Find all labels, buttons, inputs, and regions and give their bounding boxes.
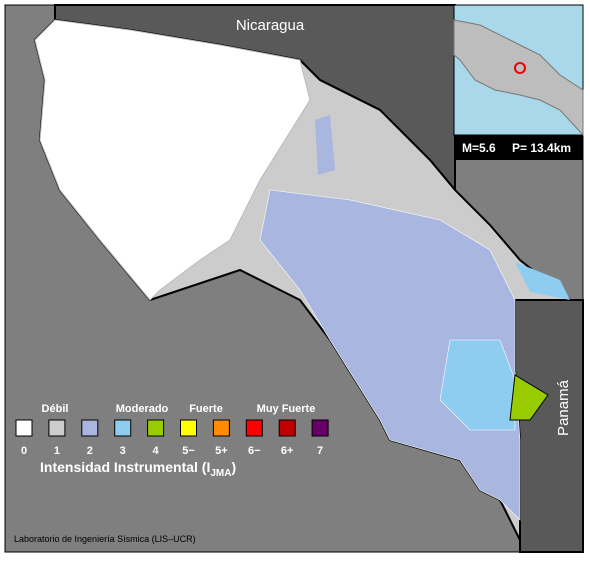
legend-swatch (311, 419, 329, 437)
legend-label: 6− (248, 445, 261, 457)
legend-swatch (15, 419, 33, 437)
legend-label: 2 (87, 445, 93, 457)
legend-label: 3 (120, 445, 126, 457)
legend-label: 4 (153, 445, 160, 457)
legend-swatch (278, 419, 296, 437)
region-4 (509, 374, 549, 421)
legend-label: 5+ (215, 445, 228, 457)
legend-swatch (48, 419, 66, 437)
label-nicaragua: Nicaragua (236, 17, 305, 34)
region-3 (439, 339, 516, 431)
legend-group: Fuerte (189, 403, 223, 415)
legend-swatch (245, 419, 263, 437)
legend-title-text: Intensidad Instrumental (I (40, 459, 210, 475)
magnitude: M=5.6 (462, 141, 496, 155)
inset-epicenter (514, 62, 526, 74)
legend-label: 1 (54, 445, 60, 457)
legend-label: 0 (21, 445, 27, 457)
legend-label: 6+ (281, 445, 294, 457)
panama (514, 299, 584, 553)
legend-swatch (81, 419, 99, 437)
legend-swatch (180, 419, 197, 437)
inset-info-box (454, 135, 583, 160)
region-2 (259, 189, 521, 521)
legend-title-sub: JMA (210, 468, 231, 479)
legend-swatch (212, 419, 230, 437)
legend-title: Intensidad Instrumental (IJMA) (40, 459, 236, 479)
region-weak (34, 19, 311, 301)
legend-group: Débil (42, 403, 69, 415)
legend-group: Muy Fuerte (257, 403, 316, 415)
credit: Laboratorio de Ingeniería Sísmica (LIS–U… (14, 534, 196, 544)
legend: Débil Moderado Fuerte Muy Fuerte 0 1 2 3 4 5− 5+ 6−… (15, 403, 329, 457)
legend-title-end: ) (231, 459, 236, 475)
region-3-coast (515, 262, 570, 300)
label-panama: Panamá (555, 379, 572, 436)
legend-label: 7 (317, 445, 323, 457)
region-2-north (315, 115, 335, 175)
inset-land (453, 19, 584, 137)
legend-label: 5− (182, 445, 195, 457)
legend-swatch (114, 419, 132, 437)
legend-group: Moderado (116, 403, 169, 415)
legend-swatch (147, 419, 165, 437)
depth: P= 13.4km (512, 141, 571, 155)
